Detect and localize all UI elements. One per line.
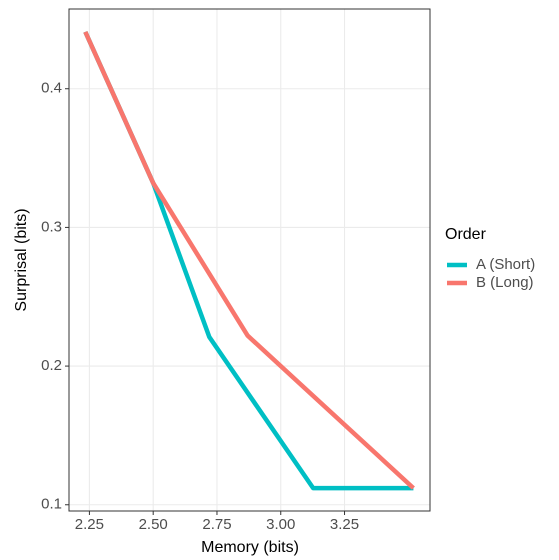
- y-tick-label: 0.4: [41, 80, 62, 97]
- panel: [69, 9, 430, 511]
- panel-border: [68, 8, 431, 512]
- series-line: [83, 30, 415, 490]
- y-tick-label: 0.3: [41, 218, 62, 235]
- x-tick-label: 2.75: [202, 516, 231, 533]
- x-axis-title: Memory (bits): [201, 539, 299, 556]
- y-tick-label: 0.1: [41, 496, 62, 513]
- x-tick-label: 3.00: [266, 516, 295, 533]
- legend-title: Order: [445, 226, 487, 243]
- legend-label: B (Long): [476, 274, 534, 291]
- x-tick-label: 2.25: [75, 516, 104, 533]
- x-tick-label: 2.50: [139, 516, 168, 533]
- y-axis-title: Surprisal (bits): [13, 208, 30, 311]
- legend-label: A (Short): [476, 256, 535, 273]
- y-tick-label: 0.2: [41, 357, 62, 374]
- x-tick-label: 3.25: [330, 516, 359, 533]
